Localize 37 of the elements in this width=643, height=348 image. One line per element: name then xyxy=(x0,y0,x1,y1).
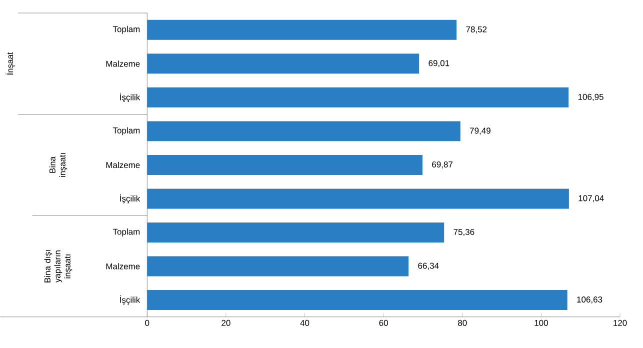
data-label: 69,87 xyxy=(432,161,452,169)
data-label: 69,01 xyxy=(428,60,450,68)
bar xyxy=(147,222,444,243)
bar xyxy=(147,188,569,209)
x-tick-label: 80 xyxy=(458,320,467,326)
y-tick-label: Toplam xyxy=(112,228,140,236)
bar xyxy=(147,155,422,175)
bar xyxy=(147,256,409,276)
y-tick-label: Malzeme xyxy=(106,162,140,168)
text: Bina inşaatı xyxy=(49,153,68,177)
y-tick-label: Toplam xyxy=(112,127,140,136)
data-label: 66,34 xyxy=(418,262,439,270)
y-tick-label: Malzeme xyxy=(106,60,140,67)
text: İnşaat xyxy=(6,52,15,74)
bar xyxy=(147,87,569,108)
bar xyxy=(147,54,420,74)
bar xyxy=(147,20,457,40)
bar xyxy=(147,290,568,310)
y-tick-label: İşçilik xyxy=(120,295,140,305)
y-tick-label: Toplam xyxy=(112,26,140,34)
data-label: 106,95 xyxy=(578,94,604,101)
data-label: 75,36 xyxy=(454,229,474,236)
y-tick-label: İşçilik xyxy=(120,194,140,204)
y-tick-label: Malzeme xyxy=(106,263,140,270)
x-tick-label: 60 xyxy=(379,320,388,326)
data-label: 79,49 xyxy=(470,128,490,135)
x-tick-label: 120 xyxy=(614,320,627,326)
x-tick-label: 40 xyxy=(300,320,310,326)
x-tick-label: 0 xyxy=(145,320,150,326)
bar xyxy=(147,121,460,142)
data-label: 78,52 xyxy=(466,26,487,34)
x-tick-label: 100 xyxy=(534,320,548,326)
y-tick-label: İşçilik xyxy=(120,92,140,102)
data-label: 107,04 xyxy=(578,195,604,202)
text: Bina dışı yapıların inşaatı xyxy=(44,250,72,283)
x-tick-label: 20 xyxy=(222,320,230,326)
data-label: 106,63 xyxy=(577,296,602,304)
